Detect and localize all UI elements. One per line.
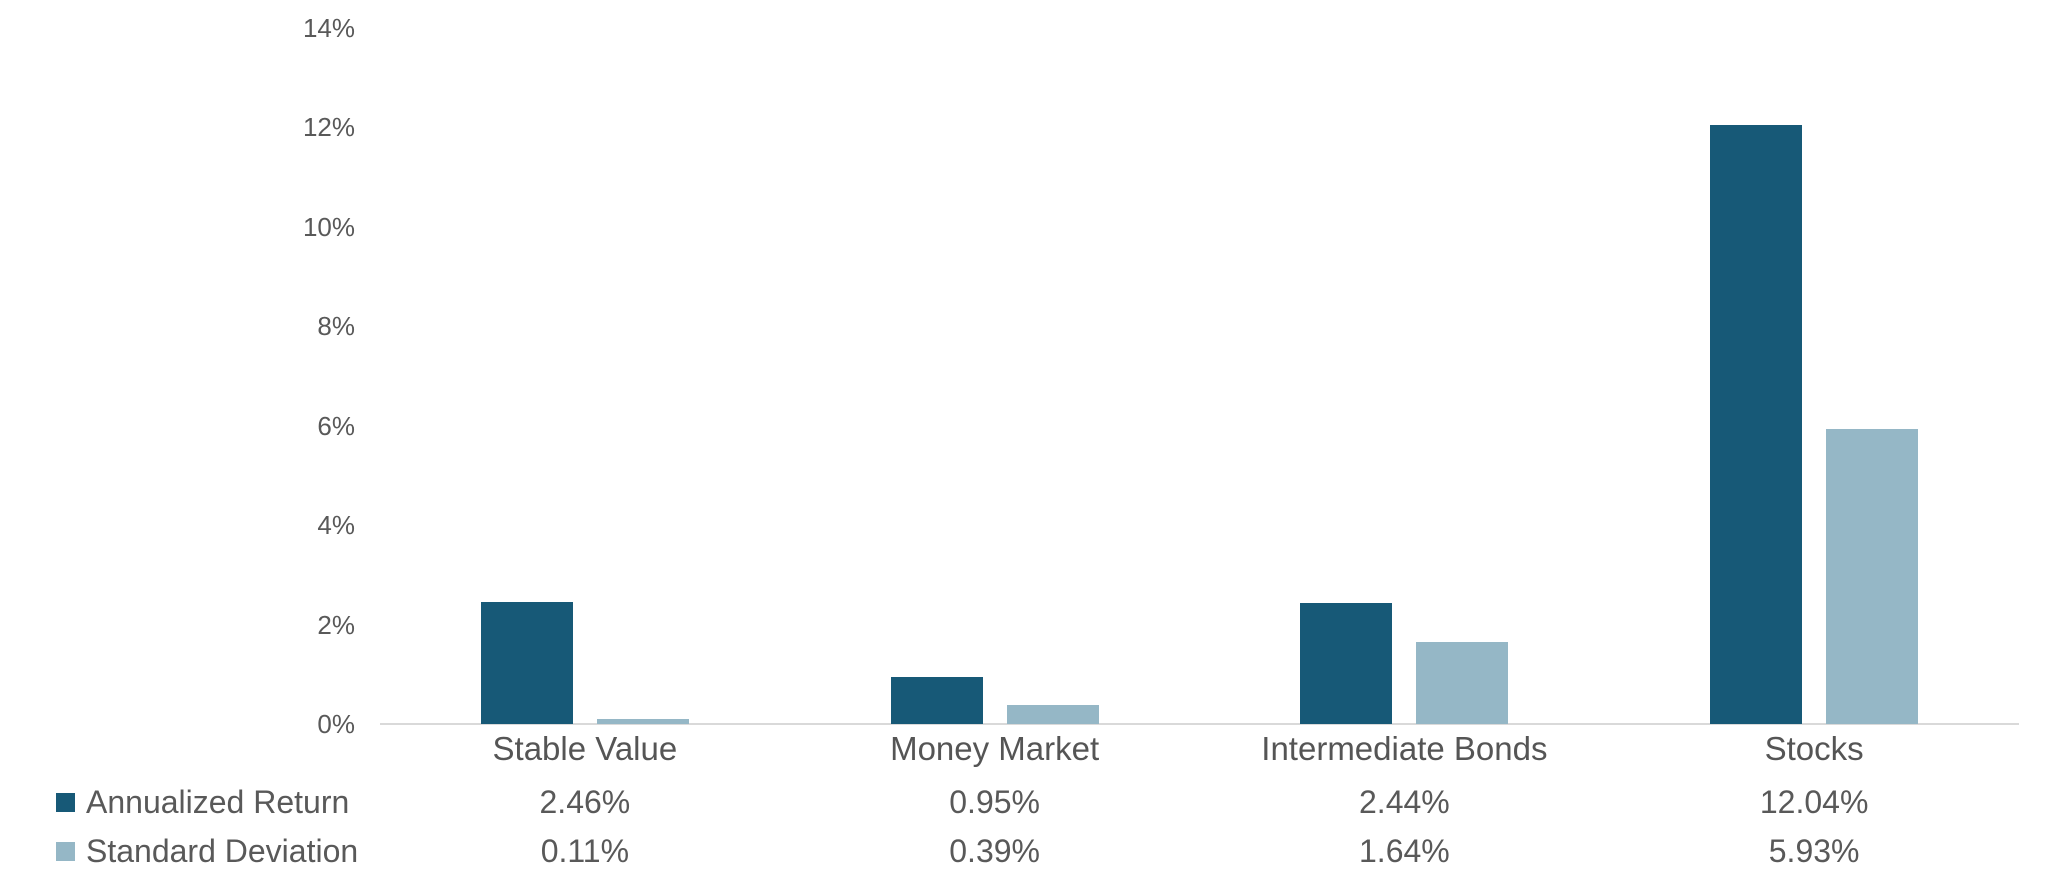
bar-annualized-return [480, 601, 573, 724]
legend-item: Standard Deviation [56, 832, 358, 870]
legend-swatch-icon [56, 792, 75, 812]
value-annualized-return: 12.04% [1759, 784, 1869, 820]
legend-label: Annualized Return [86, 783, 350, 820]
y-axis-tick-label: 14% [302, 13, 355, 43]
x-axis-line [380, 723, 2019, 725]
y-axis-tick-label: 0% [317, 709, 355, 739]
category-label: Intermediate Bonds [1261, 730, 1548, 767]
bar-standard-deviation [1826, 429, 1919, 724]
bar-standard-deviation [596, 718, 689, 724]
y-axis-tick-label: 8% [317, 311, 355, 342]
value-standard-deviation: 0.11% [540, 833, 630, 869]
bar-annualized-return [890, 676, 983, 724]
bar-annualized-return [1300, 602, 1393, 724]
value-annualized-return: 2.44% [1359, 784, 1450, 820]
value-standard-deviation: 1.64% [1359, 833, 1450, 869]
value-annualized-return: 2.46% [539, 784, 631, 820]
y-axis-tick-label: 12% [302, 112, 355, 143]
category-label: Money Market [890, 730, 1100, 767]
y-axis-tick-label: 6% [317, 410, 355, 441]
legend-swatch-icon [56, 841, 75, 861]
category-label: Stable Value [492, 730, 678, 767]
value-annualized-return: 0.95% [949, 784, 1040, 820]
bar-standard-deviation [1416, 642, 1509, 724]
y-axis-tick-label: 2% [317, 609, 355, 640]
category-label: Stocks [1764, 730, 1864, 767]
value-standard-deviation: 5.93% [1768, 833, 1860, 869]
legend-item: Annualized Return [56, 783, 349, 821]
bar-standard-deviation [1006, 704, 1099, 724]
y-axis-tick-label: 4% [317, 510, 355, 541]
legend-label: Standard Deviation [86, 832, 359, 869]
bar-annualized-return [1710, 125, 1803, 724]
value-standard-deviation: 0.39% [949, 833, 1040, 869]
y-axis-tick-label: 10% [302, 211, 355, 242]
